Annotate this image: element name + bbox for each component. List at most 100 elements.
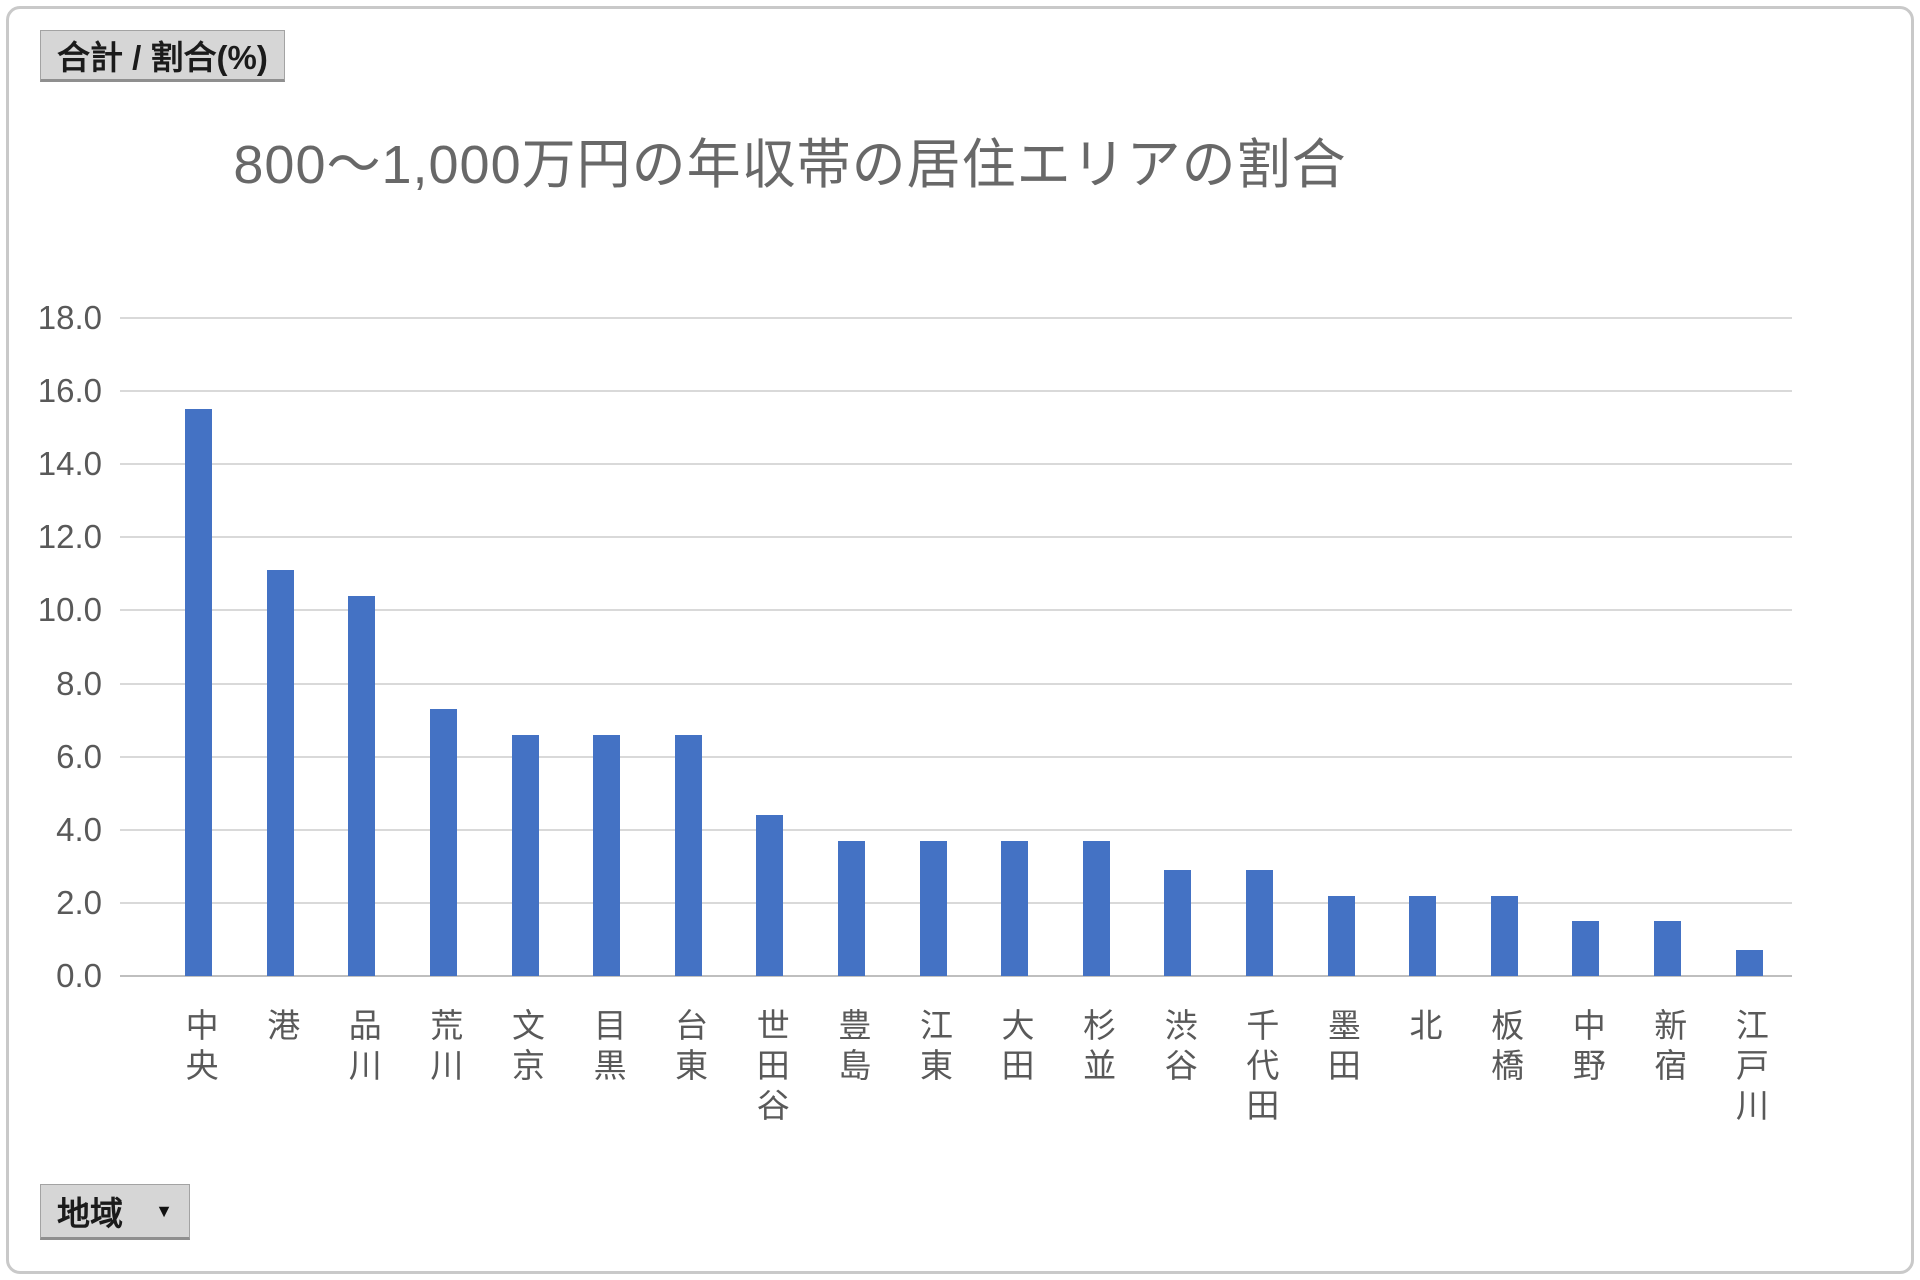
- x-category-label: 中央: [181, 1008, 219, 1088]
- x-label-slot: 墨田: [1300, 1008, 1382, 1128]
- x-label-slot: 豊島: [811, 1008, 893, 1128]
- x-label-slot: 中央: [158, 1008, 240, 1128]
- x-category-label: 渋谷: [1160, 1008, 1198, 1088]
- bar-江東: [919, 840, 947, 976]
- x-label-slot: 目黒: [566, 1008, 648, 1128]
- x-category-label: 板橋: [1486, 1008, 1524, 1088]
- x-category-label: 文京: [507, 1008, 545, 1088]
- x-category-label: 豊島: [833, 1008, 871, 1088]
- bar-slot: [729, 318, 811, 976]
- bar-slot: [1219, 318, 1301, 976]
- bar-豊島: [838, 840, 866, 976]
- x-category-label: 中野: [1568, 1008, 1606, 1088]
- bar-新宿: [1653, 921, 1681, 976]
- plot-area: 18.0 16.0 14.0 12.0 10.0 8.0 6.0 4.0 2.0 0.0: [38, 300, 1792, 994]
- y-tick-label: 8.0: [56, 664, 102, 702]
- bar-中野: [1572, 921, 1600, 976]
- y-tick-label: 6.0: [56, 737, 102, 775]
- bar-slot: [566, 318, 648, 976]
- bar-杉並: [1082, 840, 1110, 976]
- x-label-slot: 文京: [484, 1008, 566, 1128]
- y-tick-label: 0.0: [56, 957, 102, 994]
- x-label-slot: 大田: [974, 1008, 1056, 1128]
- x-category-label: 大田: [997, 1008, 1035, 1088]
- bar-目黒: [593, 734, 621, 976]
- y-tick-label: 14.0: [37, 445, 102, 483]
- x-category-label: 品川: [344, 1008, 382, 1088]
- bar-slot: [158, 318, 240, 976]
- bar-墨田: [1327, 895, 1355, 976]
- x-category-label: 北: [1405, 1008, 1443, 1048]
- gridline: [120, 682, 1792, 685]
- bar-江戸川: [1735, 950, 1763, 976]
- y-tick-label: 16.0: [37, 372, 102, 410]
- x-category-label: 墨田: [1323, 1008, 1361, 1088]
- x-label-slot: 港: [240, 1008, 322, 1128]
- gridline: [120, 390, 1792, 393]
- x-label-slot: 板橋: [1464, 1008, 1546, 1128]
- bar-中央: [185, 409, 213, 976]
- bar-港: [266, 570, 294, 976]
- bar-slot: [321, 318, 403, 976]
- x-label-slot: 台東: [648, 1008, 730, 1128]
- bars-container: [158, 318, 1790, 976]
- x-category-label: 台東: [670, 1008, 708, 1088]
- x-category-label: 江東: [915, 1008, 953, 1088]
- bar-slot: [1708, 318, 1790, 976]
- gridline: [120, 317, 1792, 319]
- dropdown-arrow-icon: ▼: [155, 1200, 173, 1221]
- bar-slot: [648, 318, 730, 976]
- bar-大田: [1001, 840, 1029, 976]
- bar-世田谷: [756, 815, 784, 976]
- gridline: [120, 755, 1792, 758]
- x-axis-line: [120, 975, 1792, 977]
- bar-slot: [1545, 318, 1627, 976]
- y-tick-label: 12.0: [37, 518, 102, 556]
- bar-北: [1409, 895, 1437, 976]
- x-label-slot: 荒川: [403, 1008, 485, 1128]
- y-tick-label: 2.0: [56, 883, 102, 921]
- y-tick-label: 18.0: [37, 299, 102, 336]
- bar-slot: [1056, 318, 1138, 976]
- axis-field-label: 地域: [57, 1195, 123, 1232]
- gridline: [120, 901, 1792, 904]
- x-category-label: 千代田: [1241, 1008, 1279, 1128]
- bar-slot: [1137, 318, 1219, 976]
- bar-slot: [1300, 318, 1382, 976]
- value-field-button[interactable]: 合計 / 割合(%): [40, 30, 285, 82]
- gridline: [120, 536, 1792, 539]
- x-label-slot: 品川: [321, 1008, 403, 1128]
- x-label-slot: 世田谷: [729, 1008, 811, 1128]
- x-category-label: 江戸川: [1731, 1008, 1769, 1128]
- chart-title: 800〜1,000万円の年収帯の居住エリアの割合: [233, 135, 1347, 195]
- bar-slot: [1627, 318, 1709, 976]
- x-label-slot: 千代田: [1219, 1008, 1301, 1128]
- bar-slot: [974, 318, 1056, 976]
- bar-slot: [1464, 318, 1546, 976]
- x-axis-labels: 中央 港 品川 荒川 文京 目黒 台東 世田谷 豊島 江東 大田 杉並 渋谷 千代田 墨田 北 板橋 中野 新宿 江戸…: [158, 1008, 1790, 1128]
- bar-slot: [484, 318, 566, 976]
- bar-千代田: [1246, 870, 1274, 976]
- bar-品川: [348, 595, 376, 976]
- bar-slot: [1382, 318, 1464, 976]
- bar-渋谷: [1164, 870, 1192, 976]
- x-label-slot: 杉並: [1056, 1008, 1138, 1128]
- x-category-label: 目黒: [589, 1008, 627, 1088]
- bar-slot: [240, 318, 322, 976]
- bar-slot: [403, 318, 485, 976]
- bar-荒川: [430, 709, 458, 976]
- bar-文京: [511, 734, 539, 976]
- x-category-label: 港: [262, 1008, 300, 1048]
- x-label-slot: 中野: [1545, 1008, 1627, 1128]
- gridline: [120, 463, 1792, 466]
- x-category-label: 荒川: [425, 1008, 463, 1088]
- axis-field-button[interactable]: 地域 ▼: [40, 1184, 190, 1240]
- x-category-label: 世田谷: [752, 1008, 790, 1128]
- x-category-label: 新宿: [1649, 1008, 1687, 1088]
- gridline: [120, 609, 1792, 612]
- y-tick-label: 10.0: [37, 591, 102, 629]
- bar-slot: [892, 318, 974, 976]
- x-label-slot: 新宿: [1627, 1008, 1709, 1128]
- x-label-slot: 江戸川: [1708, 1008, 1790, 1128]
